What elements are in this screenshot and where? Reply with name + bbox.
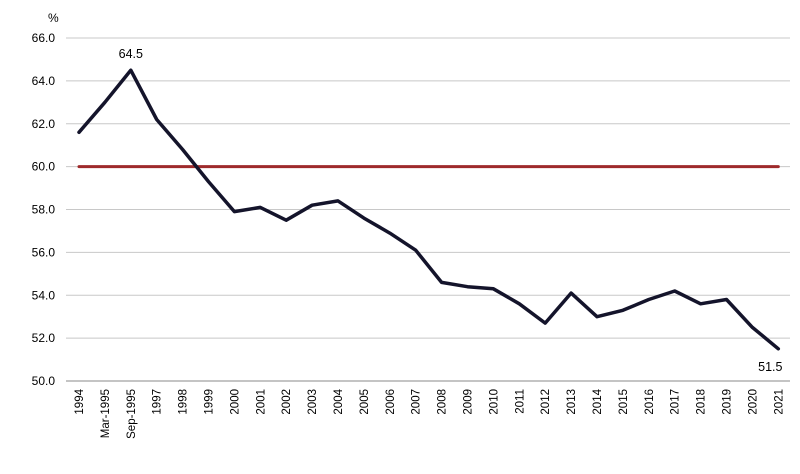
x-tick-label: 2014 bbox=[592, 388, 604, 414]
x-tick-label: 1999 bbox=[204, 389, 216, 415]
y-tick-label: 64.0 bbox=[32, 74, 56, 88]
x-tick-label: 2017 bbox=[670, 389, 682, 415]
main-line-series bbox=[77, 68, 781, 351]
x-tick-label: 2008 bbox=[437, 389, 449, 415]
x-tick-label: 2016 bbox=[644, 389, 656, 415]
x-tick-label: 2005 bbox=[359, 389, 371, 415]
x-tick-label: Mar-1995 bbox=[100, 389, 112, 438]
y-tick-label: 62.0 bbox=[32, 117, 56, 131]
x-tick-label: 2015 bbox=[618, 389, 630, 415]
x-tick-label: Sep-1995 bbox=[126, 389, 138, 439]
data-label: 64.5 bbox=[119, 47, 143, 61]
x-tick-label: 2011 bbox=[514, 389, 526, 414]
x-tick-label: 2002 bbox=[281, 389, 293, 415]
x-tick-label: 2001 bbox=[255, 389, 267, 415]
series-group bbox=[77, 68, 781, 351]
x-tick-label: 2004 bbox=[333, 388, 345, 414]
y-axis-unit-label: % bbox=[48, 11, 59, 25]
y-tick-label: 56.0 bbox=[32, 245, 56, 259]
x-tick-label: 2019 bbox=[722, 389, 734, 415]
y-tick-label: 52.0 bbox=[32, 331, 56, 345]
x-tick-label: 1997 bbox=[152, 389, 164, 415]
data-label: 51.5 bbox=[758, 360, 782, 374]
y-tick-label: 54.0 bbox=[32, 288, 56, 302]
x-tick-label: 2020 bbox=[747, 389, 759, 415]
x-tick-label: 1994 bbox=[74, 388, 86, 414]
x-axis-ticks: 1994 Mar-1995 Sep-1995 1997 1998 1999 2000 2001… bbox=[74, 388, 785, 438]
y-tick-label: 50.0 bbox=[32, 374, 56, 388]
x-tick-label: 2009 bbox=[463, 389, 475, 415]
x-tick-label: 2010 bbox=[488, 389, 500, 415]
y-axis-ticks: 50.0 52.0 54.0 56.0 58.0 60.0 62.0 64.0 66.0 bbox=[32, 31, 56, 388]
x-tick-label: 2018 bbox=[696, 389, 708, 415]
x-tick-label: 1998 bbox=[178, 389, 190, 415]
x-tick-label: 2000 bbox=[229, 389, 241, 415]
x-tick-label: 2006 bbox=[385, 389, 397, 415]
x-tick-label: 2013 bbox=[566, 389, 578, 415]
x-tick-label: 2012 bbox=[540, 389, 552, 415]
x-tick-label: 2007 bbox=[411, 389, 423, 415]
y-tick-label: 60.0 bbox=[32, 160, 56, 174]
x-tick-label: 2003 bbox=[307, 389, 319, 415]
y-tick-label: 58.0 bbox=[32, 203, 56, 217]
annotations: 64.5 51.5 bbox=[119, 47, 783, 374]
gridlines bbox=[66, 37, 790, 382]
y-tick-label: 66.0 bbox=[32, 31, 56, 45]
x-tick-label: 2021 bbox=[773, 389, 785, 415]
